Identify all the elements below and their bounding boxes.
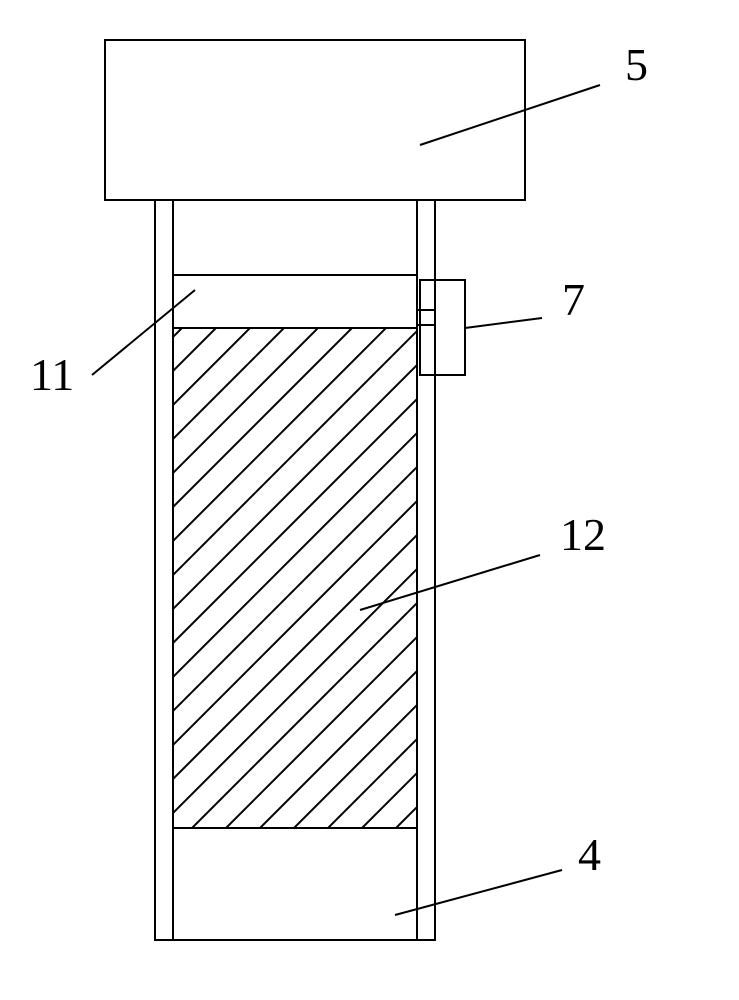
callout-label-11: 11 bbox=[30, 349, 74, 400]
callout-label-7: 7 bbox=[562, 274, 585, 325]
callout-label-12: 12 bbox=[560, 509, 606, 560]
top-block bbox=[105, 40, 525, 200]
callout-label-4: 4 bbox=[578, 829, 601, 880]
callout-label-5: 5 bbox=[625, 39, 648, 90]
side-block bbox=[420, 280, 465, 375]
